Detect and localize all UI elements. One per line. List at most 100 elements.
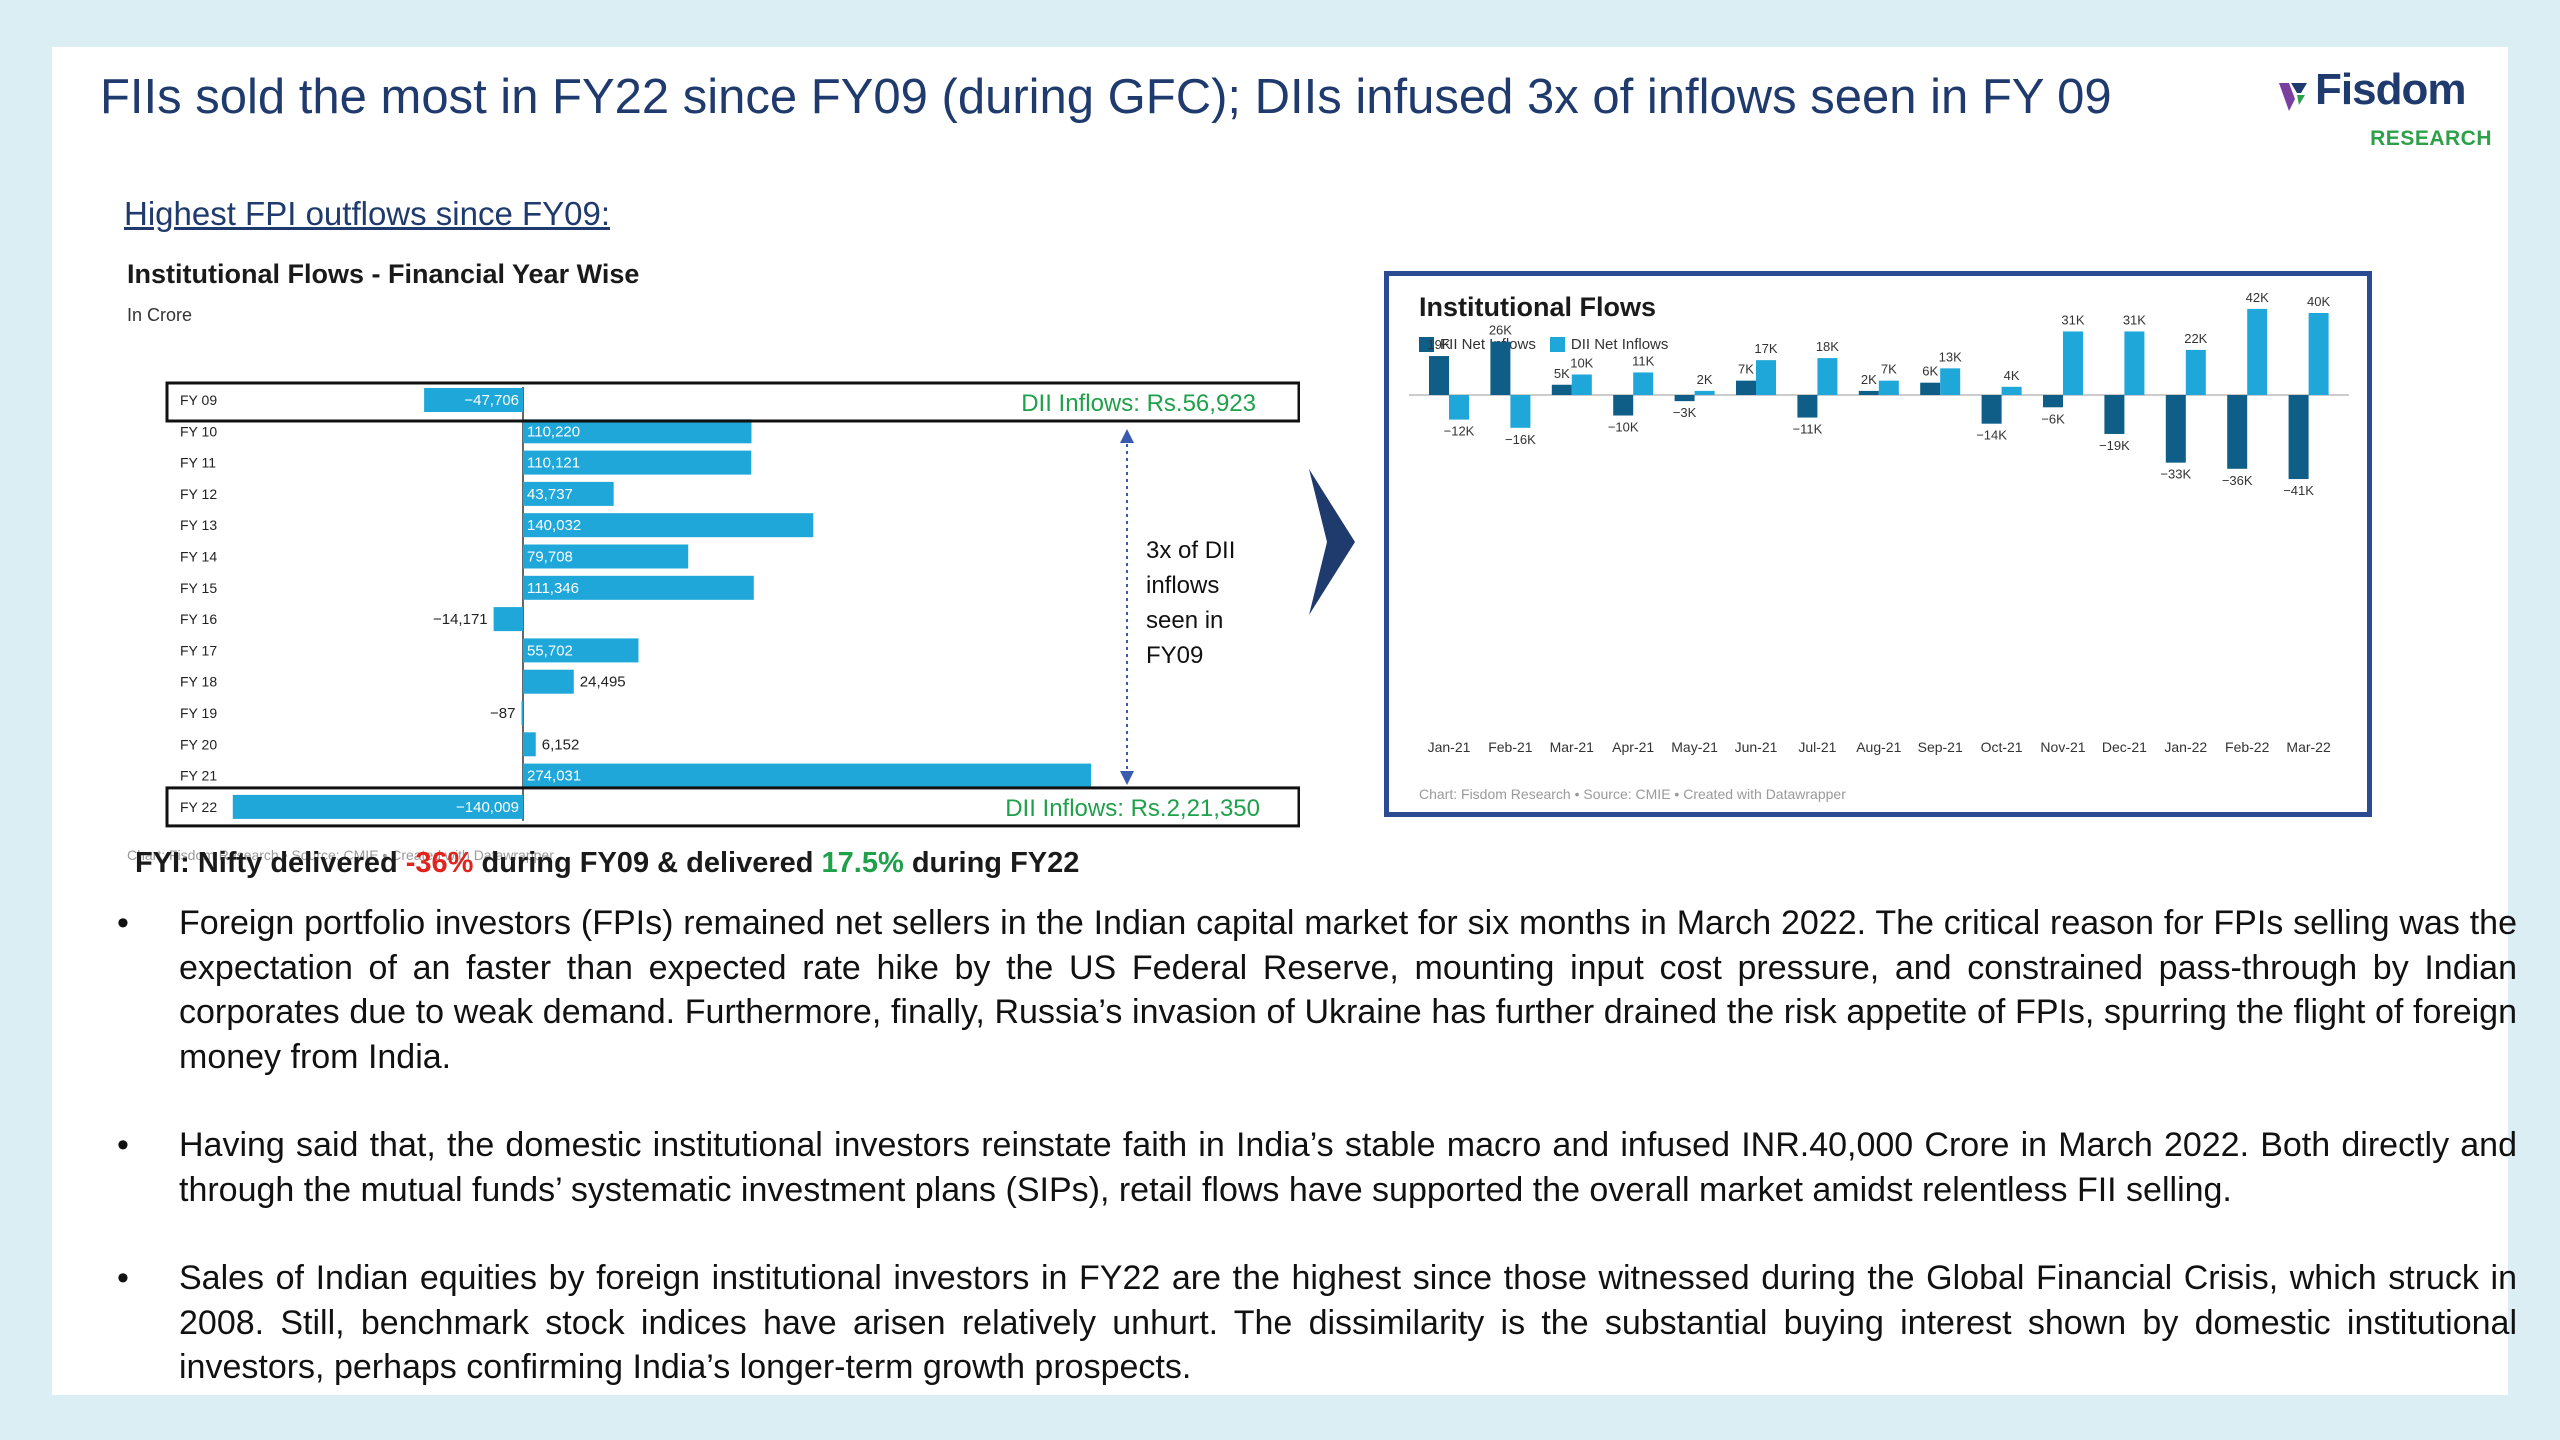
fii-bar	[2227, 395, 2248, 469]
value-label: 5K	[1554, 366, 1570, 381]
value-label: −16K	[1505, 432, 1536, 447]
value-label: −19K	[2099, 438, 2130, 453]
dii-bar	[2063, 331, 2083, 395]
value-label: 6,152	[542, 736, 580, 753]
value-label: −6K	[2041, 411, 2065, 426]
category-label: FY 16	[180, 611, 217, 627]
value-label: 22K	[2184, 331, 2207, 346]
x-tick-label: Jun-21	[1735, 739, 1778, 755]
x-tick-label: Nov-21	[2040, 739, 2085, 755]
bullet-text: Sales of Indian equities by foreign inst…	[179, 1259, 2517, 1386]
dii-bar	[1940, 368, 1961, 395]
fy-bar	[523, 481, 614, 506]
dii-bar	[2247, 308, 2268, 395]
bullet-text: Foreign portfolio investors (FPIs) remai…	[179, 904, 2517, 1076]
fy-bar	[523, 763, 1091, 788]
fy-chart: Institutional Flows - Financial Year Wis…	[110, 247, 1300, 877]
value-label: 2K	[1861, 372, 1877, 387]
fy-bar	[523, 638, 639, 663]
value-label: −11K	[1793, 422, 1823, 437]
fii-bar	[1981, 395, 2002, 424]
category-label: FY 13	[180, 517, 217, 533]
fy-bar	[523, 575, 754, 600]
dii-bar	[1817, 358, 1838, 395]
x-tick-label: Dec-21	[2102, 739, 2147, 755]
fii-bar	[1613, 395, 1634, 416]
value-label: 43,737	[527, 486, 573, 503]
value-label: −3K	[1673, 405, 1697, 420]
bullet-symbol: •	[117, 1126, 129, 1164]
value-label: 55,702	[527, 642, 573, 659]
fyi-fy22-value: 17.5%	[821, 847, 904, 879]
value-label: 11K	[1632, 353, 1654, 368]
value-label: 140,032	[527, 517, 581, 534]
value-label: 42K	[2246, 290, 2269, 305]
fii-bar	[2288, 395, 2309, 480]
annotation-middle-line: seen in	[1146, 607, 1223, 634]
monthly-chart-legend: FII Net Inflows DII Net Inflows	[1419, 336, 1682, 353]
category-label: FY 17	[180, 642, 217, 658]
fii-bar	[1429, 356, 1449, 395]
value-label: −10K	[1608, 420, 1639, 435]
category-label: FY 21	[180, 768, 217, 784]
page-title: FIIs sold the most in FY22 since FY09 (d…	[100, 70, 2112, 124]
fyi-suffix: during FY22	[903, 847, 1080, 879]
arrow-down-icon	[1120, 771, 1134, 785]
fisdom-logo-icon	[2279, 83, 2307, 111]
x-tick-label: Aug-21	[1856, 739, 1901, 755]
fyi-prefix: FYI: Nifty delivered	[135, 847, 406, 879]
legend-item-dii: DII Net Inflows	[1549, 336, 1668, 353]
annotation-middle-line: inflows	[1146, 572, 1219, 599]
value-label: 31K	[2061, 312, 2084, 327]
dii-bar	[1571, 374, 1592, 395]
annotation-top: DII Inflows: Rs.56,923	[1021, 390, 1256, 417]
monthly-chart-title: Institutional Flows	[1419, 292, 1656, 322]
x-tick-label: Mar-22	[2286, 739, 2331, 755]
value-label: 4K	[2004, 368, 2020, 383]
x-tick-label: Jul-21	[1798, 739, 1836, 755]
fy-bar	[523, 544, 689, 569]
fy-chart-footer: Chart: Fisdom Research • Source: CMIE • …	[127, 847, 554, 863]
section-subtitle: Highest FPI outflows since FY09:	[124, 195, 611, 232]
value-label: −36K	[2222, 473, 2253, 488]
fy-bar	[523, 669, 574, 694]
fy09-highlight-box	[165, 381, 1300, 423]
fii-bar	[1674, 395, 1695, 402]
legend-item-fii: FII Net Inflows	[1419, 336, 1536, 353]
legend-swatch-dii	[1549, 337, 1565, 352]
x-tick-label: Mar-21	[1550, 739, 1595, 755]
value-label: −14,171	[433, 611, 488, 628]
value-label: 110,220	[527, 423, 580, 440]
bullet-item: • Having said that, the domestic institut…	[117, 1123, 2517, 1212]
fyi-note: FYI: Nifty delivered -36% during FY09 & …	[135, 847, 1079, 880]
x-tick-label: Oct-21	[1981, 739, 2023, 755]
value-label: 6K	[1922, 364, 1938, 379]
bullet-symbol: •	[117, 904, 129, 942]
fii-bar	[1920, 382, 1941, 395]
dii-bar	[1878, 380, 1899, 395]
legend-swatch-fii	[1419, 337, 1434, 352]
chevron-right-icon	[1309, 469, 1355, 615]
fii-bar	[2043, 395, 2063, 408]
fyi-middle: during FY09 & delivered	[473, 847, 822, 879]
category-label: FY 18	[180, 674, 217, 690]
fy-bar	[521, 701, 523, 725]
fy22-highlight-box	[165, 786, 1300, 828]
fy-chart-title: Institutional Flows - Financial Year Wis…	[127, 259, 640, 289]
x-tick-label: Jan-21	[1428, 739, 1471, 755]
monthly-chart: Institutional Flows FII Net Inflows DII …	[1384, 271, 2372, 817]
arrow-up-icon	[1120, 429, 1134, 443]
dii-bar	[1694, 390, 1715, 395]
x-tick-label: Feb-21	[1488, 739, 1533, 755]
monthly-chart-footer: Chart: Fisdom Research • Source: CMIE • …	[1419, 786, 1846, 802]
x-tick-label: Apr-21	[1612, 739, 1654, 755]
fy-bar	[232, 794, 523, 819]
category-label: FY 15	[180, 580, 217, 596]
x-tick-label: Feb-22	[2225, 739, 2270, 755]
value-label: −41K	[2283, 483, 2314, 498]
category-label: FY 20	[180, 736, 217, 752]
category-label: FY 10	[180, 423, 217, 439]
value-label: −33K	[2160, 467, 2191, 482]
value-label: 19K	[1427, 337, 1450, 352]
